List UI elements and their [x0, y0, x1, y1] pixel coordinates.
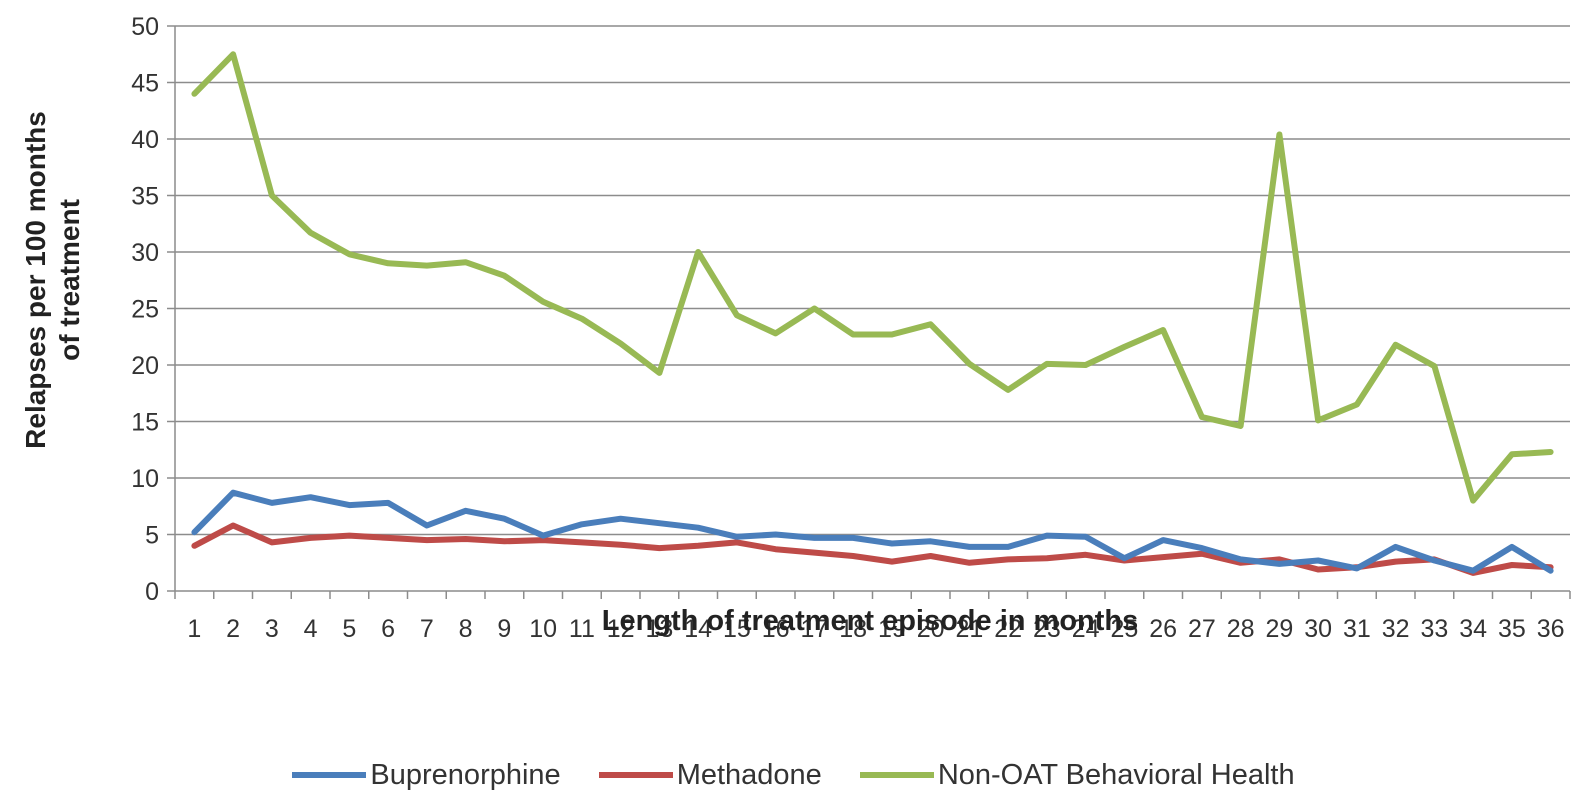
x-tick-label: 36	[1537, 615, 1565, 643]
y-axis-label-line-2: of treatment	[54, 199, 86, 361]
legend-item-methadone: Methadone	[598, 758, 822, 792]
legend-item-buprenorphine: Buprenorphine	[292, 758, 561, 792]
x-tick-label: 33	[1420, 615, 1448, 643]
x-tick-label: 34	[1459, 615, 1487, 643]
y-tick-label: 35	[131, 183, 159, 211]
x-tick-label: 4	[304, 615, 318, 643]
x-tick-label: 30	[1304, 615, 1332, 643]
legend-item-non-oat: Non-OAT Behavioral Health	[859, 758, 1295, 792]
x-tick-label: 14	[684, 615, 712, 643]
x-tick-label: 27	[1188, 615, 1216, 643]
x-tick-label: 7	[420, 615, 434, 643]
x-tick-label: 5	[342, 615, 356, 643]
legend-label-methadone: Methadone	[676, 758, 822, 791]
series-lines	[191, 51, 1554, 576]
x-tick-label: 22	[994, 615, 1022, 643]
x-tick-label: 20	[917, 615, 945, 643]
series-line-buprenorphine	[191, 489, 1554, 574]
x-tick-label: 8	[459, 615, 473, 643]
x-tick-label: 24	[1072, 615, 1100, 643]
x-tick-label: 2	[226, 615, 240, 643]
legend-label-non-oat: Non-OAT Behavioral Health	[937, 758, 1295, 791]
x-tick-label: 12	[607, 615, 635, 643]
x-tick-label: 3	[265, 615, 279, 643]
series-line-methadone	[191, 522, 1554, 576]
x-tick-label: 18	[839, 615, 867, 643]
y-tick-label: 10	[131, 465, 159, 493]
legend-swatch-methadone	[598, 772, 673, 778]
x-tick-label: 19	[878, 615, 906, 643]
x-axis-label: Length of treatment episode in months	[601, 605, 1139, 637]
x-tick-label: 23	[1033, 615, 1061, 643]
x-tick-label: 13	[645, 615, 673, 643]
y-axis-label-line-1: Relapses per 100 months	[20, 111, 52, 449]
y-tick-label: 45	[131, 70, 159, 98]
y-axis-label: Relapses per 100 months of treatment	[12, 60, 94, 500]
legend-label-buprenorphine: Buprenorphine	[370, 758, 561, 791]
x-tick-label: 21	[955, 615, 983, 643]
y-tick-label: 0	[145, 578, 159, 606]
series-line-non-oat-behavioral-health	[191, 51, 1554, 504]
x-tick-label: 17	[800, 615, 828, 643]
axes	[167, 25, 1571, 599]
y-tick-label: 15	[131, 409, 159, 437]
y-tick-label: 40	[131, 126, 159, 154]
legend-swatch-buprenorphine	[292, 772, 367, 778]
y-tick-label: 5	[145, 522, 159, 550]
x-tick-label: 15	[723, 615, 751, 643]
x-tick-label: 35	[1498, 615, 1526, 643]
legend-swatch-non-oat	[859, 772, 934, 778]
x-tick-label: 9	[497, 615, 511, 643]
x-tick-label: 6	[381, 615, 395, 643]
x-tick-label: 32	[1382, 615, 1410, 643]
x-tick-label: 1	[187, 615, 201, 643]
y-tick-label: 20	[131, 352, 159, 380]
y-tick-label: 25	[131, 296, 159, 324]
x-tick-label: 31	[1343, 615, 1371, 643]
legend: Buprenorphine Methadone Non-OAT Behavior…	[0, 752, 1587, 798]
x-tick-label: 10	[529, 615, 557, 643]
x-tick-label: 29	[1265, 615, 1293, 643]
x-tick-label: 16	[762, 615, 790, 643]
x-tick-label: 26	[1149, 615, 1177, 643]
y-tick-label: 50	[131, 13, 159, 41]
x-tick-label: 25	[1110, 615, 1138, 643]
y-tick-label: 30	[131, 239, 159, 267]
x-tick-label: 11	[569, 615, 595, 643]
x-tick-label: 28	[1227, 615, 1255, 643]
gridlines	[175, 25, 1570, 536]
